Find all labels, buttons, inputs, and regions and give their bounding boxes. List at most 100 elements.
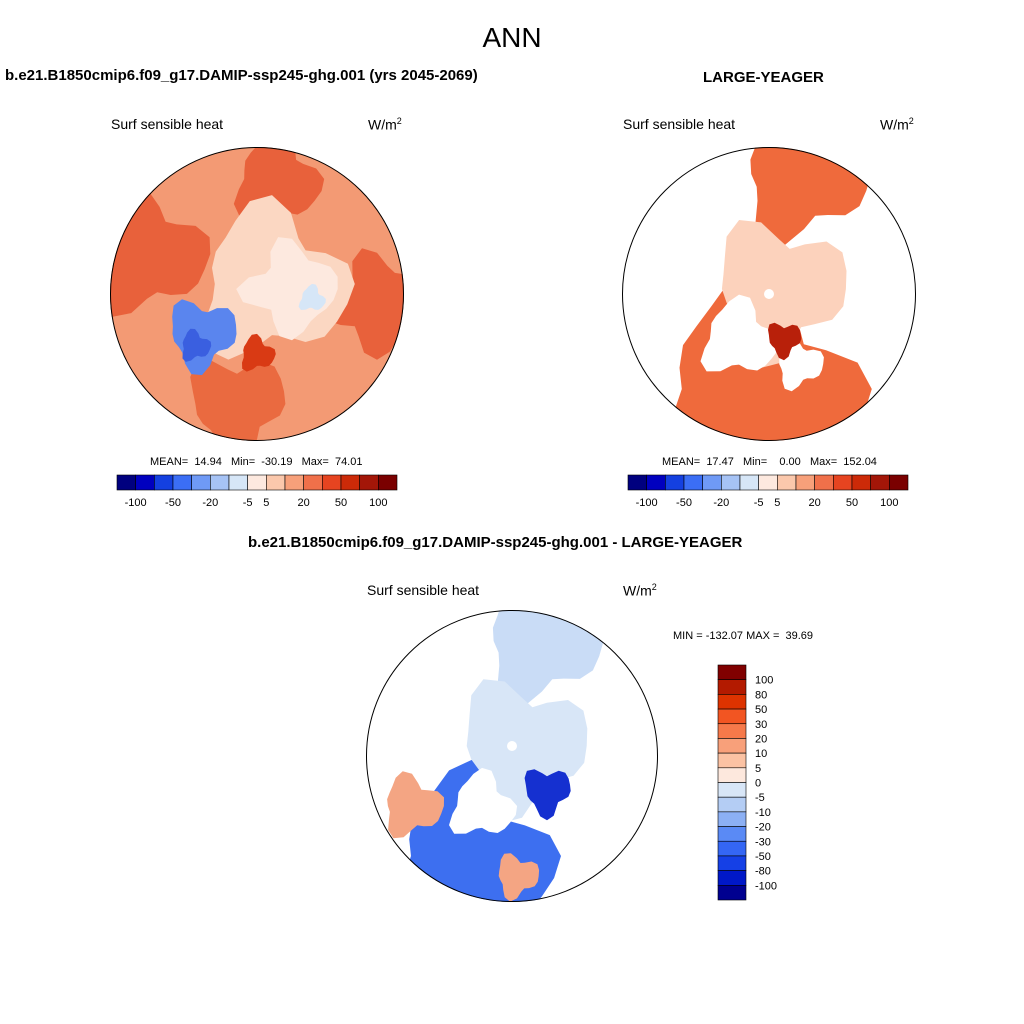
panel-obs-polar-map bbox=[622, 147, 916, 441]
panel-obs-colorbar-tick-label: -100 bbox=[636, 497, 658, 509]
panel-obs-colorbar-tick-label: 50 bbox=[846, 497, 858, 509]
panel-diff-polar-map-contour bbox=[492, 610, 605, 706]
figure-title: ANN bbox=[482, 22, 542, 53]
panel-obs-colorbar-tick-label: -5 bbox=[754, 497, 764, 509]
panel-model-polar-map-contour bbox=[233, 147, 325, 218]
panel-diff-colorbar-swatch bbox=[717, 752, 747, 769]
panel-model-colorbar-swatch bbox=[247, 474, 267, 491]
panel-model-colorbar-tick-label: -50 bbox=[165, 497, 181, 509]
panel-diff-title: b.e21.B1850cmip6.f09_g17.DAMIP-ssp245-gh… bbox=[248, 534, 743, 551]
panel-obs-stats: MEAN= 17.47 Min= 0.00 Max= 152.04 bbox=[662, 456, 877, 468]
panel-model-variable: Surf sensible heat bbox=[111, 116, 224, 132]
panel-obs-colorbar-swatch bbox=[683, 474, 703, 491]
panel-obs-colorbar-swatch bbox=[739, 474, 759, 491]
panel-diff-colorbar-tick-label: 20 bbox=[755, 733, 767, 745]
panel-model-colorbar-swatch bbox=[322, 474, 342, 491]
panel-obs-colorbar-swatch bbox=[851, 474, 871, 491]
panel-model-colorbar-swatch bbox=[378, 474, 398, 491]
panel-model-colorbar-swatch bbox=[359, 474, 379, 491]
panel-diff-colorbar-swatch bbox=[717, 694, 747, 710]
panel-diff-colorbar-tick-label: 10 bbox=[755, 748, 767, 760]
panel-obs-colorbar-tick-label: -50 bbox=[676, 497, 692, 509]
panel-diff-colorbar-tick-label: 50 bbox=[755, 704, 767, 716]
panel-diff-colorbar-tick-label: 80 bbox=[755, 689, 767, 701]
panel-diff-colorbar-swatch bbox=[717, 870, 747, 886]
panel-diff-colorbar-swatch bbox=[717, 708, 747, 725]
panel-model-title: b.e21.B1850cmip6.f09_g17.DAMIP-ssp245-gh… bbox=[5, 67, 478, 84]
panel-diff-colorbar-swatch bbox=[717, 811, 747, 827]
panel-diff-colorbar-swatch bbox=[717, 782, 747, 798]
panel-obs-polar-map-contour bbox=[768, 322, 802, 361]
panel-diff-colorbar-tick-label: -20 bbox=[755, 822, 771, 834]
panel-obs-colorbar-tick-label: 100 bbox=[880, 497, 898, 509]
panel-diff-colorbar-tick-label: -100 bbox=[755, 880, 777, 892]
panel-diff-colorbar-tick-label: -10 bbox=[755, 807, 771, 819]
panel-model-polar-map-contour bbox=[236, 237, 338, 341]
panel-obs-colorbar-swatch bbox=[814, 474, 834, 491]
panel-model-colorbar-swatch bbox=[303, 474, 323, 491]
panel-model-colorbar-tick-label: 50 bbox=[335, 497, 347, 509]
panel-diff-colorbar-swatch bbox=[717, 767, 747, 783]
panel-diff-colorbar-tick-label: 30 bbox=[755, 719, 767, 731]
panel-model-colorbar-swatch bbox=[172, 474, 192, 491]
panel-model-colorbar-swatch bbox=[116, 474, 136, 491]
panel-diff-colorbar-swatch bbox=[717, 885, 747, 901]
panel-model-colorbar-tick-label: -20 bbox=[202, 497, 218, 509]
panel-model-colorbar: -100 -50 -20 -5 5 20 50 100 bbox=[116, 474, 398, 509]
panel-model-units: W/m2 bbox=[368, 116, 402, 133]
panel-model-colorbar-tick-label: -100 bbox=[125, 497, 147, 509]
panel-diff-colorbar-swatch bbox=[717, 738, 747, 754]
panel-obs-colorbar-tick-label: 5 bbox=[774, 497, 780, 509]
panel-obs-polar-map-pole-hole bbox=[764, 289, 774, 299]
panel-model-colorbar-swatch bbox=[191, 474, 211, 491]
panel-obs-polar-map-boundary bbox=[622, 147, 916, 441]
panel-diff-colorbar-tick-label: 0 bbox=[755, 778, 761, 790]
panel-diff-polar-map-boundary bbox=[366, 610, 658, 902]
panel-obs-title: LARGE-YEAGER bbox=[703, 69, 824, 86]
panel-model-polar-map-contour bbox=[298, 283, 326, 310]
panel-diff-colorbar-tick-label: -5 bbox=[755, 792, 765, 804]
panel-obs-colorbar: -100 -50 -20 -5 5 20 50 100 bbox=[627, 474, 909, 509]
panel-obs-colorbar-swatch bbox=[665, 474, 685, 491]
panel-diff-stats: MIN = -132.07 MAX = 39.69 bbox=[673, 630, 814, 642]
panel-model-colorbar-tick-label: -5 bbox=[243, 497, 253, 509]
panel-diff-colorbar-swatch bbox=[717, 840, 747, 857]
panel-diff-colorbar-swatch bbox=[717, 664, 747, 680]
panel-diff-polar-map-pole-hole bbox=[507, 741, 517, 751]
panel-diff-colorbar-tick-label: 5 bbox=[755, 763, 761, 775]
panel-diff-polar-map bbox=[366, 610, 658, 902]
panel-model-colorbar-swatch bbox=[135, 474, 155, 491]
panel-obs-units: W/m2 bbox=[880, 116, 914, 133]
panel-model-polar-map-boundary bbox=[110, 147, 404, 441]
panel-model-stats: MEAN= 14.94 Min= -30.19 Max= 74.01 bbox=[150, 456, 363, 468]
panel-obs-colorbar-swatch bbox=[627, 474, 647, 491]
panel-diff-colorbar-swatch bbox=[717, 723, 747, 739]
panel-model-colorbar-swatch bbox=[284, 474, 304, 491]
panel-diff-polar-map-contour bbox=[449, 767, 518, 834]
panel-diff-colorbar-tick-label: -80 bbox=[755, 866, 771, 878]
panel-model-colorbar-swatch bbox=[154, 474, 174, 491]
panel-obs-variable: Surf sensible heat bbox=[623, 116, 736, 132]
panel-model-polar-map-contour bbox=[242, 333, 276, 372]
panel-obs-colorbar-swatch bbox=[795, 474, 815, 491]
panel-diff-polar-map-contour bbox=[466, 679, 588, 824]
panel-obs-colorbar-swatch bbox=[833, 474, 853, 491]
panel-diff-units: W/m2 bbox=[623, 582, 657, 599]
panel-obs-colorbar-tick-label: 20 bbox=[809, 497, 821, 509]
panel-model-polar-map-contour bbox=[190, 361, 286, 441]
panel-diff-colorbar-swatch bbox=[717, 679, 747, 695]
panel-diff-colorbar-tick-label: 100 bbox=[755, 675, 773, 687]
panel-diff-colorbar-tick-label: -50 bbox=[755, 851, 771, 863]
panel-model-colorbar-tick-label: 100 bbox=[369, 497, 387, 509]
panel-model-polar-map-contour bbox=[182, 328, 212, 362]
panel-diff-colorbar-swatch bbox=[717, 826, 747, 842]
panel-model-colorbar-swatch bbox=[210, 474, 230, 491]
panel-obs-polar-map-contour bbox=[700, 294, 780, 372]
panel-obs-polar-map-contour bbox=[750, 147, 873, 245]
panel-diff-colorbar-swatch bbox=[717, 796, 747, 813]
panel-obs-colorbar-tick-label: -20 bbox=[713, 497, 729, 509]
panel-obs-colorbar-swatch bbox=[646, 474, 666, 491]
panel-obs-colorbar-swatch bbox=[889, 474, 909, 491]
panel-model-polar-map bbox=[110, 147, 404, 441]
panel-obs-colorbar-swatch bbox=[870, 474, 890, 491]
